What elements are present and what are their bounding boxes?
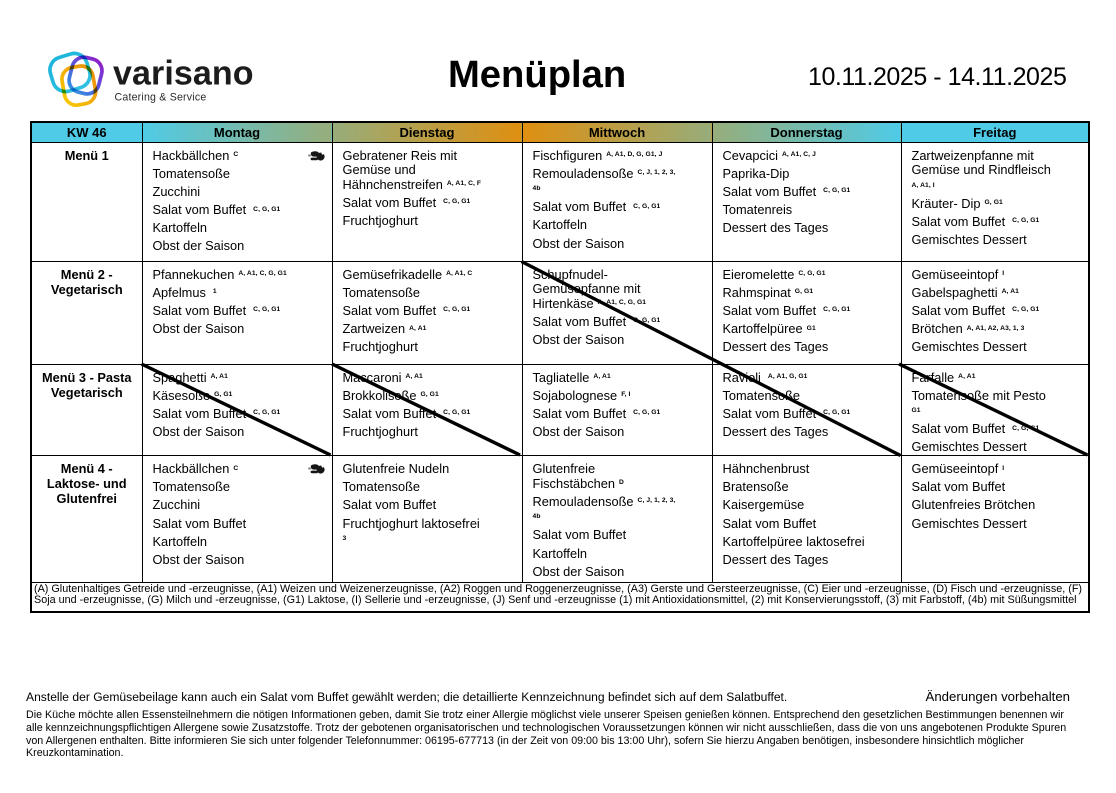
svg-text:Catering & Service: Catering & Service [115, 91, 207, 103]
svg-text:varisano: varisano [113, 55, 254, 93]
